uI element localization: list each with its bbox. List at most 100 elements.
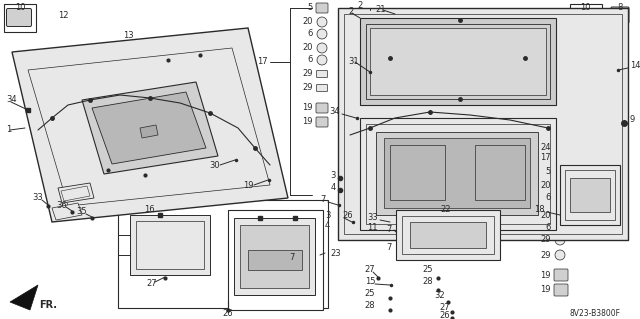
Polygon shape [366, 24, 550, 99]
Text: 7: 7 [321, 196, 326, 204]
Text: 19: 19 [541, 286, 551, 294]
Text: 2: 2 [348, 8, 353, 17]
Text: 24: 24 [541, 144, 551, 152]
Text: 17: 17 [540, 153, 551, 162]
Text: 20: 20 [303, 18, 313, 26]
FancyBboxPatch shape [6, 9, 31, 26]
Polygon shape [82, 82, 218, 174]
Circle shape [555, 192, 565, 202]
Polygon shape [58, 183, 94, 203]
Text: 19: 19 [541, 271, 551, 279]
FancyBboxPatch shape [317, 70, 328, 78]
Polygon shape [360, 18, 556, 105]
Text: 20: 20 [541, 211, 551, 219]
FancyBboxPatch shape [554, 166, 568, 178]
Polygon shape [130, 215, 210, 275]
Text: 1: 1 [6, 125, 12, 135]
Text: 27: 27 [440, 303, 451, 313]
Polygon shape [410, 222, 486, 248]
Text: 29: 29 [303, 70, 313, 78]
Text: 27: 27 [365, 265, 375, 275]
Text: 10: 10 [580, 3, 590, 11]
Polygon shape [376, 132, 538, 215]
Circle shape [611, 217, 617, 223]
Text: 26: 26 [223, 308, 234, 317]
Circle shape [317, 43, 327, 53]
Text: 20: 20 [541, 181, 551, 189]
Text: 29: 29 [541, 250, 551, 259]
FancyBboxPatch shape [317, 85, 328, 92]
Text: 3: 3 [325, 211, 330, 219]
Text: 12: 12 [58, 11, 68, 19]
Polygon shape [12, 28, 288, 222]
Text: 19: 19 [303, 117, 313, 127]
Text: 16: 16 [145, 205, 155, 214]
Text: 4: 4 [331, 183, 336, 192]
Text: 34: 34 [6, 95, 17, 105]
Text: 4: 4 [325, 220, 330, 229]
Text: 7: 7 [387, 243, 392, 253]
FancyBboxPatch shape [316, 117, 328, 127]
FancyBboxPatch shape [556, 144, 566, 152]
Polygon shape [338, 8, 628, 240]
Text: 6: 6 [308, 56, 313, 64]
Text: 17: 17 [257, 57, 268, 66]
Text: 23: 23 [330, 249, 340, 257]
Circle shape [555, 222, 565, 232]
Polygon shape [234, 218, 315, 295]
Circle shape [611, 147, 617, 153]
Text: 8: 8 [618, 3, 623, 11]
Text: 5: 5 [546, 167, 551, 176]
Text: 20: 20 [303, 43, 313, 53]
Text: 15: 15 [365, 278, 375, 286]
Circle shape [555, 210, 565, 220]
Text: 11: 11 [367, 224, 378, 233]
Text: 32: 32 [435, 291, 445, 300]
Polygon shape [92, 92, 206, 164]
Text: 29: 29 [541, 235, 551, 244]
Circle shape [555, 235, 565, 245]
Text: 7: 7 [290, 254, 295, 263]
FancyBboxPatch shape [573, 9, 598, 26]
Text: 2: 2 [357, 2, 363, 11]
Polygon shape [570, 178, 610, 212]
FancyBboxPatch shape [554, 284, 568, 296]
FancyBboxPatch shape [4, 4, 36, 32]
Text: FR.: FR. [39, 300, 57, 310]
Text: 10: 10 [15, 3, 25, 11]
Polygon shape [240, 225, 309, 288]
Circle shape [343, 77, 349, 83]
Circle shape [611, 77, 617, 83]
Circle shape [555, 250, 565, 260]
Circle shape [343, 17, 349, 23]
FancyBboxPatch shape [316, 103, 328, 113]
Text: 8V23-B3800F: 8V23-B3800F [570, 308, 621, 317]
Text: 33: 33 [367, 213, 378, 222]
Circle shape [343, 117, 349, 123]
FancyBboxPatch shape [316, 3, 328, 13]
Polygon shape [10, 285, 38, 310]
Text: 33: 33 [33, 194, 44, 203]
Text: 19: 19 [303, 103, 313, 113]
FancyBboxPatch shape [611, 7, 629, 23]
Text: 18: 18 [534, 205, 545, 214]
Text: 6: 6 [308, 29, 313, 39]
Text: 34: 34 [330, 108, 340, 116]
Text: 28: 28 [422, 278, 433, 286]
Circle shape [317, 29, 327, 39]
Circle shape [343, 147, 349, 153]
FancyBboxPatch shape [570, 4, 602, 32]
Text: 35: 35 [77, 207, 87, 217]
Text: 36: 36 [56, 201, 67, 210]
Text: 31: 31 [348, 57, 358, 66]
FancyBboxPatch shape [228, 210, 323, 310]
FancyBboxPatch shape [118, 200, 328, 308]
Text: 22: 22 [440, 205, 451, 214]
Polygon shape [396, 210, 500, 260]
Text: 13: 13 [123, 31, 133, 40]
Text: 29: 29 [303, 84, 313, 93]
Text: 28: 28 [365, 300, 375, 309]
Text: 6: 6 [546, 222, 551, 232]
Text: 14: 14 [630, 61, 640, 70]
Text: 27: 27 [147, 279, 157, 288]
